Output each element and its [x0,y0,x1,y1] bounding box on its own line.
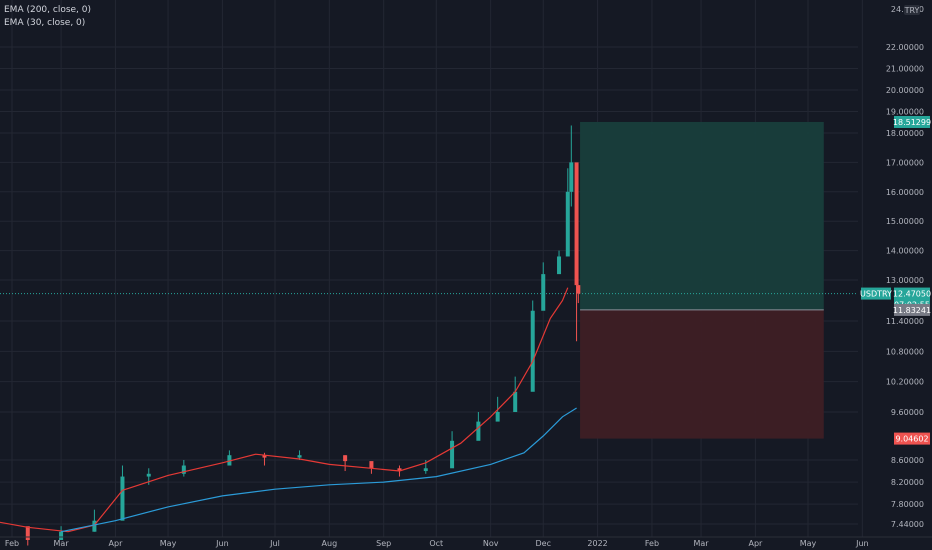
candle-body [181,465,186,474]
x-tick-label: Jul [269,539,280,548]
candle-body [397,468,402,472]
indicator-legend: EMA (200, close, 0) EMA (30, close, 0) [4,4,91,30]
y-tick-label: 7.80000 [891,500,924,509]
ema-lines [0,287,577,533]
x-tick-label: Sep [376,539,391,548]
candle-body [59,531,64,540]
currency-badge[interactable] [904,5,920,15]
x-tick-label: May [800,539,817,548]
x-tick-label: Feb [645,539,659,548]
y-tick-label: 16.00000 [886,188,924,197]
candle-body [530,310,535,392]
candles [25,125,581,546]
entry-price-tag[interactable] [894,303,930,316]
target-price-tag-text: 18.51299 [893,118,931,127]
y-tick-label: 8.20000 [891,478,924,487]
candle-body [576,285,581,294]
ema-200-line [60,407,577,533]
x-tick-label: May [160,539,177,548]
candle-body [262,455,267,458]
candle-body [565,191,570,257]
y-tick-label: 9.60000 [891,408,924,417]
candle-body [297,455,302,458]
current-price-tag-text: 12.47050 [893,290,931,299]
x-tick-label: Mar [693,539,709,548]
candle-body [423,468,428,472]
y-tick-label: 11.40000 [886,317,924,326]
x-tick-label: Jun [215,539,229,548]
x-tick-label: Apr [748,539,763,548]
x-tick-label: Aug [322,539,338,548]
stop-price-tag-text: 9.04602 [895,435,928,444]
stop-price-tag[interactable] [894,432,930,445]
x-tick-label: Feb [5,539,19,548]
legend-ema-200[interactable]: EMA (200, close, 0) [4,5,92,15]
legend-ema-30[interactable]: EMA (30, close, 0) [4,18,86,28]
y-tick-label: 17.00000 [886,158,924,167]
y-tick-label: 19.00000 [886,108,924,117]
y-tick-label: 10.20000 [886,378,924,387]
candle-body [495,412,500,422]
candle-body [369,461,374,469]
y-tick-label: 22.00000 [886,43,924,52]
y-tick-label: 21.00000 [886,65,924,74]
candle-body [146,473,151,477]
x-tick-label: Mar [54,539,70,548]
loss-zone[interactable] [580,309,824,439]
price-axis[interactable]: 7.44000 7.80000 8.20000 8.60000 9.60000 10.20… [886,5,924,529]
currency-label: TRY [904,6,920,15]
x-tick-label: 2022 [587,539,607,548]
candle-body [541,274,546,311]
y-tick-label: 8.60000 [891,456,924,465]
ema-30-line [0,287,569,533]
x-tick-label: Nov [483,539,499,548]
y-tick-label: 7.44000 [891,520,924,529]
candle-body [569,162,574,192]
candle-body [450,440,455,469]
x-tick-label: Oct [429,539,443,548]
y-tick-label: 18.00000 [886,129,924,138]
candle-body [574,162,579,286]
price-tags: 18.5129912.4705007:02:5511.832419.04602U… [860,115,931,445]
candle-body [343,455,348,462]
candle-body [557,256,562,275]
candle-body [227,455,232,466]
symbol-tag-text: USDTRY [860,290,892,299]
y-tick-label: 20.00000 [886,86,924,95]
x-tick-label: Jun [855,539,869,548]
candle-body [513,391,518,412]
entry-price-tag-text: 11.83241 [893,306,931,315]
target-price-tag[interactable] [894,115,930,128]
candle-body [476,421,481,441]
profit-zone[interactable] [580,121,824,310]
position-zones[interactable] [0,121,858,439]
x-tick-label: Apr [109,539,124,548]
candle-body [92,520,97,532]
y-tick-label: 10.80000 [886,347,924,356]
time-axis[interactable]: Feb Mar Apr May Jun Jul Aug Sep Oct Nov Dec 2022 Feb… [0,536,932,548]
y-tick-label: 14.00000 [886,247,924,256]
y-tick-label: 15.00000 [886,217,924,226]
symbol-tag[interactable] [861,287,891,300]
x-tick-label: Dec [536,539,551,548]
y-tick-label: 13.00000 [886,276,924,285]
candle-body [25,526,30,540]
candle-body [120,476,125,521]
current-price-tag[interactable] [894,287,930,300]
